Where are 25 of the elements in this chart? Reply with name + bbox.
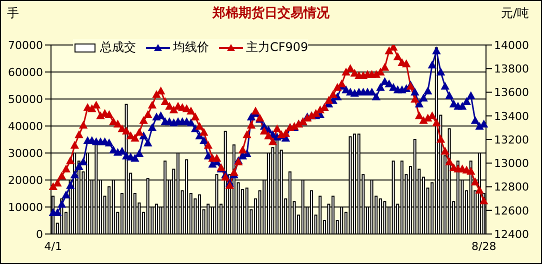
y2-tick-label: 12400: [494, 228, 529, 241]
y2-tick-label: 13400: [494, 110, 529, 123]
y-tick-label: 10000: [8, 200, 43, 214]
y2-tick-label: 14000: [494, 38, 529, 52]
y2-tick-label: 13600: [494, 86, 529, 100]
y2-tick-label: 12600: [494, 204, 529, 218]
y2-tick-label: 13200: [494, 133, 529, 146]
y2-tick-label: 12800: [494, 180, 529, 194]
legend-label: 主力CF909: [246, 39, 308, 56]
y-tick-label: 70000: [8, 38, 43, 52]
y2-tick-label: 13800: [494, 62, 529, 76]
legend-label: 总成交: [100, 39, 136, 56]
y-tick-label: 30000: [8, 146, 43, 160]
legend-label: 均线价: [173, 39, 209, 56]
y2-tick-label: 13000: [494, 157, 529, 170]
y2-axis-title: 元/吨: [500, 5, 529, 22]
y-tick-label: 50000: [8, 92, 43, 106]
chart-title: 郑棉期货日交易情况: [212, 6, 330, 21]
y-tick-label: 0: [36, 228, 43, 241]
y-tick-label: 60000: [8, 66, 43, 79]
y-tick-label: 40000: [8, 120, 43, 133]
y-tick-label: 20000: [8, 174, 43, 187]
x-tick-label: 4/1: [44, 240, 62, 253]
y-axis-title: 手: [7, 5, 19, 22]
x-tick-label: 8/28: [471, 240, 496, 253]
